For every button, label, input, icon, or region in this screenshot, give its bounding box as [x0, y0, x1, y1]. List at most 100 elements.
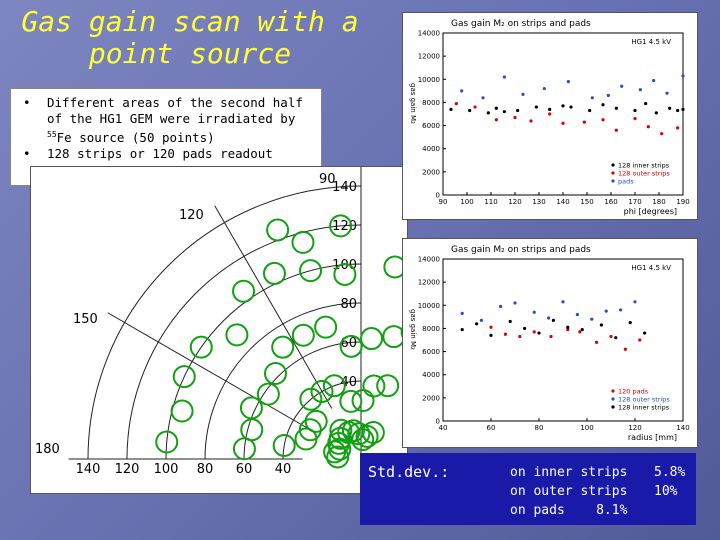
data-point: [633, 300, 637, 304]
x-tick-label: 190: [676, 198, 689, 206]
data-point: [614, 336, 618, 340]
data-point: [548, 112, 552, 116]
scan-point-circle: [326, 445, 350, 469]
legend-marker: [611, 171, 615, 175]
data-point: [652, 78, 656, 83]
stddev-line-pads: on pads 8.1%: [510, 503, 628, 518]
data-point: [620, 84, 624, 88]
chart-annotation: HG1 4.5 kV: [631, 38, 671, 46]
scan-point-circle: [262, 261, 286, 285]
data-point: [561, 121, 565, 125]
data-point: [549, 334, 553, 339]
scan-point-circle: [266, 218, 290, 242]
gain-vs-phi-svg: Gas gain M₂ on strips and pads HG1 4.5 kV…: [409, 19, 690, 216]
stddev-value-inner: 5.8%: [654, 465, 686, 480]
data-point: [481, 96, 485, 100]
data-point: [468, 108, 472, 113]
gain-vs-radius-svg: Gas gain M₂ on strips and pads HG1 4.5 kV…: [409, 245, 690, 442]
data-point: [502, 75, 506, 79]
polar-arc: [126, 224, 362, 460]
stddev-label: Std.dev.:: [368, 463, 450, 481]
data-point: [599, 323, 603, 327]
polar-bottom-tick: 40: [275, 462, 292, 477]
stddev-line-outer: on outer strips: [510, 484, 628, 499]
data-point: [454, 101, 458, 106]
data-point: [604, 309, 608, 313]
y-tick-label: 4000: [422, 145, 440, 153]
scan-point-circle: [360, 327, 384, 351]
slide-title: Gas gain scan with a point source: [21, 5, 359, 70]
data-point: [503, 332, 507, 336]
x-tick-label: 130: [532, 198, 545, 206]
legend-label: 128 inner strips: [618, 162, 670, 170]
scan-point-circle: [322, 374, 346, 398]
scan-point-circle: [333, 262, 357, 286]
stddev-value-outer: 10%: [654, 484, 678, 499]
y-axis-label: gas gain M₂: [409, 83, 417, 124]
data-point: [475, 322, 479, 326]
data-point: [681, 74, 685, 78]
y-tick-label: 12000: [418, 279, 440, 287]
scan-point-circle: [351, 428, 375, 452]
y-tick-label: 2000: [422, 394, 440, 402]
data-point: [665, 91, 669, 95]
data-point: [588, 108, 592, 113]
polar-angle-label: 90: [319, 172, 336, 187]
bullet-list: Different areas of the second half of th…: [23, 95, 315, 162]
x-tick-label: 160: [604, 198, 617, 206]
y-tick-label: 6000: [422, 122, 440, 130]
polar-angle-label: 150: [73, 312, 98, 327]
data-point: [513, 301, 517, 305]
data-point: [566, 327, 570, 332]
plot-frame: [442, 258, 684, 422]
data-point: [628, 321, 632, 325]
data-point: [502, 110, 506, 114]
data-point: [494, 118, 498, 122]
polar-radial-tick: 40: [340, 375, 357, 390]
data-point: [479, 318, 483, 322]
data-point: [561, 300, 565, 304]
x-tick-label: 60: [487, 424, 496, 432]
polar-bottom-tick: 80: [197, 462, 214, 477]
x-tick-label: 150: [580, 198, 593, 206]
polar-arc: [243, 341, 362, 460]
data-point: [601, 118, 605, 122]
scan-point-circle: [170, 399, 194, 423]
data-point: [681, 107, 685, 111]
x-tick-label: 40: [439, 424, 448, 432]
chart-title: Gas gain M₂ on strips and pads: [451, 245, 591, 255]
y-tick-label: 14000: [418, 30, 440, 38]
x-tick-label: 120: [628, 424, 641, 432]
polar-radial-tick: 100: [332, 258, 357, 273]
gain-vs-radius-chart: Gas gain M₂ on strips and pads HG1 4.5 kV…: [402, 238, 698, 448]
data-point: [547, 316, 551, 320]
data-point: [566, 325, 570, 329]
chart-title: Gas gain M₂ on strips and pads: [451, 19, 591, 29]
bullet-text: 128 strips or 120 pads readout: [47, 146, 273, 162]
polar-radial-line: [214, 205, 333, 409]
scan-point-circle: [271, 335, 295, 359]
y-axis-label: gas gain M₂: [409, 309, 417, 350]
x-tick-label: 140: [556, 198, 569, 206]
data-point: [542, 86, 546, 91]
data-point: [523, 326, 527, 331]
bullet-superscript: 55: [47, 130, 57, 139]
legend-marker: [611, 179, 615, 183]
data-point: [623, 347, 627, 351]
polar-map: 40 60 80 100 120 140 140 120 100 80 60 40 90 120 150 18…: [30, 166, 440, 494]
polar-bottom-tick: 100: [154, 462, 179, 477]
stddev-lines: on inner strips on outer strips on pads …: [510, 463, 627, 520]
data-point: [614, 128, 618, 132]
data-point: [619, 308, 623, 312]
scan-point-circle: [294, 427, 318, 451]
data-point: [489, 333, 493, 337]
y-tick-label: 14000: [418, 256, 440, 264]
polar-bottom-tick: 140: [76, 462, 101, 477]
legend-marker: [611, 405, 615, 409]
y-tick-label: 4000: [422, 371, 440, 379]
data-point: [580, 327, 584, 332]
data-point: [508, 319, 512, 324]
bullet-item: 128 strips or 120 pads readout: [23, 146, 315, 162]
data-point: [595, 340, 599, 344]
data-point: [590, 96, 594, 100]
